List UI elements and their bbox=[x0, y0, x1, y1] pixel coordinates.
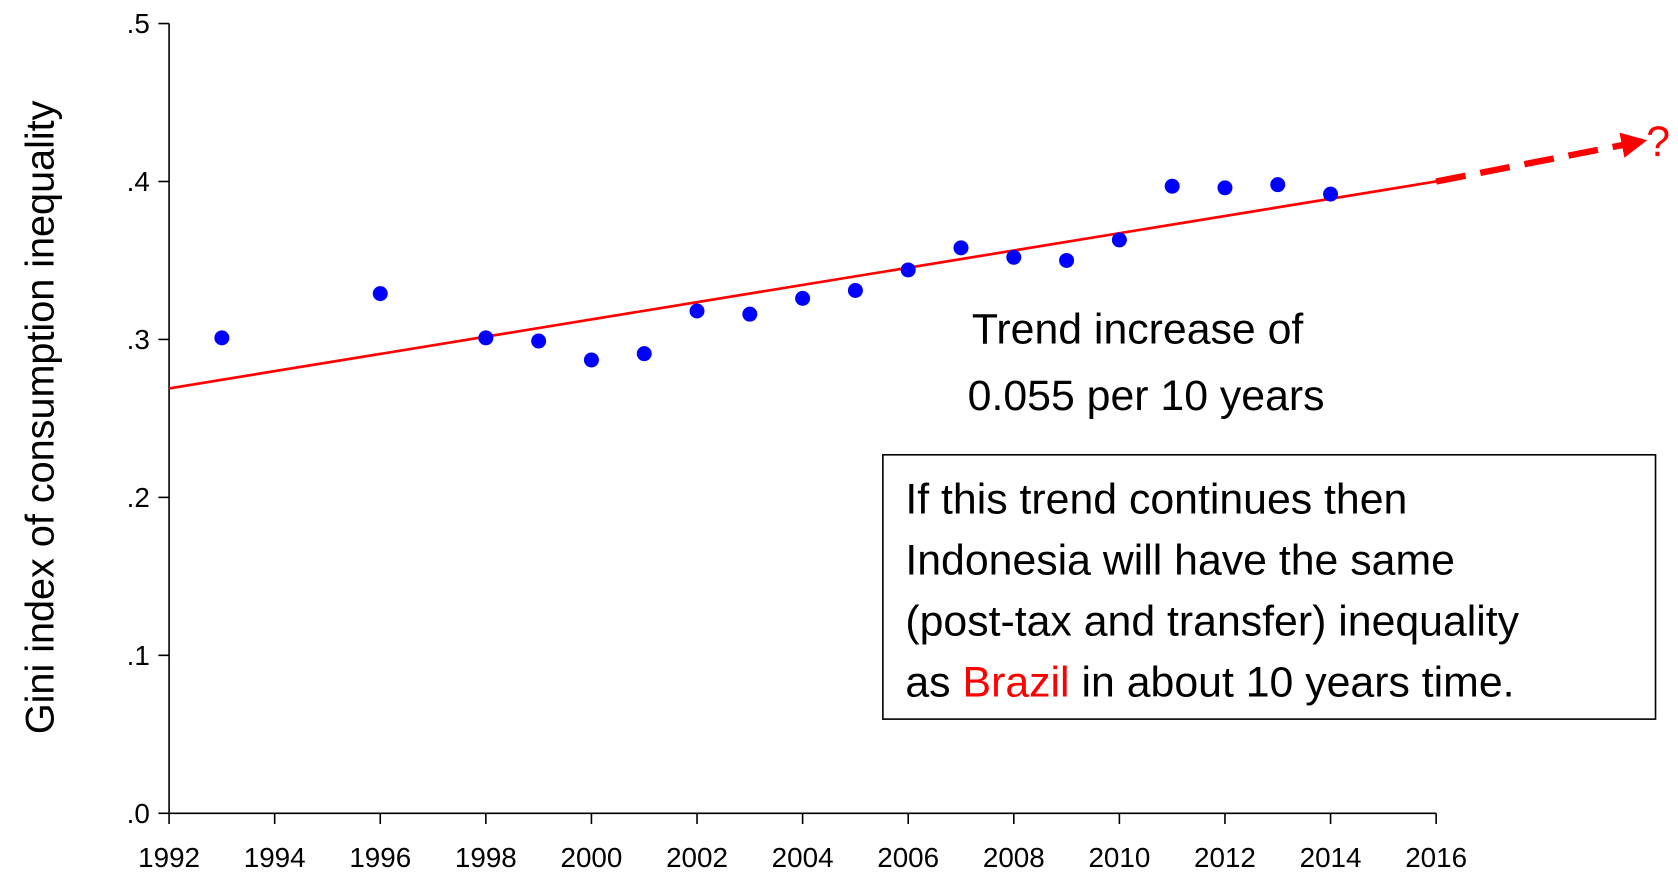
y-tick-label: .2 bbox=[127, 482, 150, 513]
data-point bbox=[531, 333, 547, 349]
data-point bbox=[1111, 232, 1127, 248]
data-point bbox=[1323, 186, 1339, 202]
data-point bbox=[636, 346, 652, 362]
data-point bbox=[478, 330, 494, 346]
x-tick-label: 2004 bbox=[772, 842, 834, 873]
x-tick-label: 2002 bbox=[666, 842, 728, 873]
y-axis-label: Gini index of consumption inequality bbox=[19, 100, 63, 734]
x-tick-label: 2000 bbox=[560, 842, 622, 873]
y-tick-label: .0 bbox=[127, 798, 150, 829]
note-box bbox=[882, 453, 1657, 720]
y-tick-label: .5 bbox=[127, 8, 150, 39]
note-line: as Brazil in about 10 years time. bbox=[905, 659, 1514, 707]
note-text: in about 10 years time. bbox=[1082, 659, 1515, 707]
x-tick-label: 2006 bbox=[877, 842, 939, 873]
note-line: (post-tax and transfer) inequality bbox=[905, 598, 1519, 646]
x-tick-label: 2016 bbox=[1405, 842, 1467, 873]
data-point bbox=[953, 240, 969, 256]
data-point bbox=[795, 290, 811, 306]
note-text: as bbox=[905, 659, 950, 707]
x-tick-label: 1998 bbox=[455, 842, 517, 873]
data-point bbox=[1270, 177, 1286, 193]
data-point bbox=[1059, 252, 1075, 268]
note-line: Indonesia will have the same bbox=[905, 537, 1455, 585]
y-tick-label: .4 bbox=[127, 166, 150, 197]
x-tick-label: 1992 bbox=[138, 842, 200, 873]
annotation: Trend increase of bbox=[972, 306, 1304, 354]
projection-arrow bbox=[1435, 132, 1648, 185]
y-tick-label: .1 bbox=[127, 640, 150, 671]
data-point bbox=[372, 286, 388, 302]
data-point bbox=[1006, 249, 1022, 265]
note-text: Brazil bbox=[963, 659, 1070, 707]
x-tick-label: 2014 bbox=[1300, 842, 1362, 873]
trend-line bbox=[168, 180, 1437, 390]
x-tick-label: 1996 bbox=[349, 842, 411, 873]
data-point bbox=[583, 352, 599, 368]
data-point bbox=[1217, 180, 1233, 196]
data-point bbox=[847, 282, 863, 298]
data-point bbox=[742, 306, 758, 322]
data-point bbox=[1164, 178, 1180, 194]
x-tick-label: 2010 bbox=[1088, 842, 1150, 873]
annotation: 0.055 per 10 years bbox=[968, 372, 1325, 420]
note-line: If this trend continues then bbox=[905, 476, 1407, 524]
data-point bbox=[689, 303, 705, 319]
x-tick-label: 1994 bbox=[244, 842, 306, 873]
data-point bbox=[900, 262, 916, 278]
projection-label: ? bbox=[1646, 118, 1670, 166]
data-point bbox=[214, 330, 230, 346]
y-tick-label: .3 bbox=[127, 324, 150, 355]
x-tick-label: 2012 bbox=[1194, 842, 1256, 873]
x-tick-label: 2008 bbox=[983, 842, 1045, 873]
